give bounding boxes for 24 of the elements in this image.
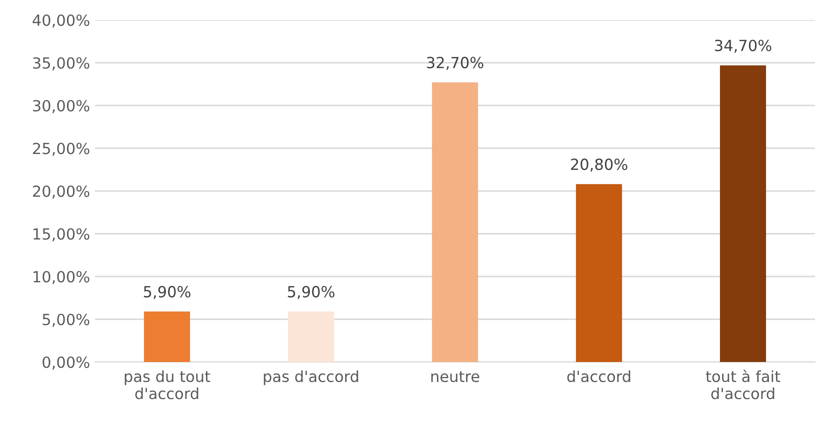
- y-tick-label: 35,00%: [33, 57, 90, 70]
- data-label: 34,70%: [715, 40, 772, 53]
- bar: [720, 65, 766, 362]
- x-tick-label: pas du tout d'accord: [124, 370, 210, 400]
- y-tick-label: 5,00%: [42, 314, 90, 327]
- x-tick-label: pas d'accord: [264, 370, 358, 386]
- y-tick-label: 15,00%: [34, 228, 90, 242]
- bar: [576, 184, 622, 362]
- data-label: 32,70%: [427, 56, 484, 70]
- y-tick-label: 40,00%: [32, 14, 90, 28]
- bar: [144, 312, 190, 362]
- x-tick-label: tout à fait d'accord: [706, 370, 780, 400]
- y-tick-label: 25,00%: [33, 142, 90, 156]
- x-tick-label: neutre: [431, 371, 480, 382]
- x-tick-label: d'accord: [567, 370, 630, 382]
- y-tick-label: 10,00%: [34, 270, 90, 284]
- y-tick-label: 0,00%: [42, 356, 90, 370]
- y-tick-label: 30,00%: [33, 100, 90, 114]
- data-label: 5,90%: [288, 286, 334, 300]
- data-label: 5,90%: [144, 286, 190, 300]
- data-label: 20,80%: [570, 158, 628, 172]
- bar: [432, 82, 478, 362]
- bar: [288, 312, 334, 362]
- y-tick-label: 20,00%: [33, 185, 90, 199]
